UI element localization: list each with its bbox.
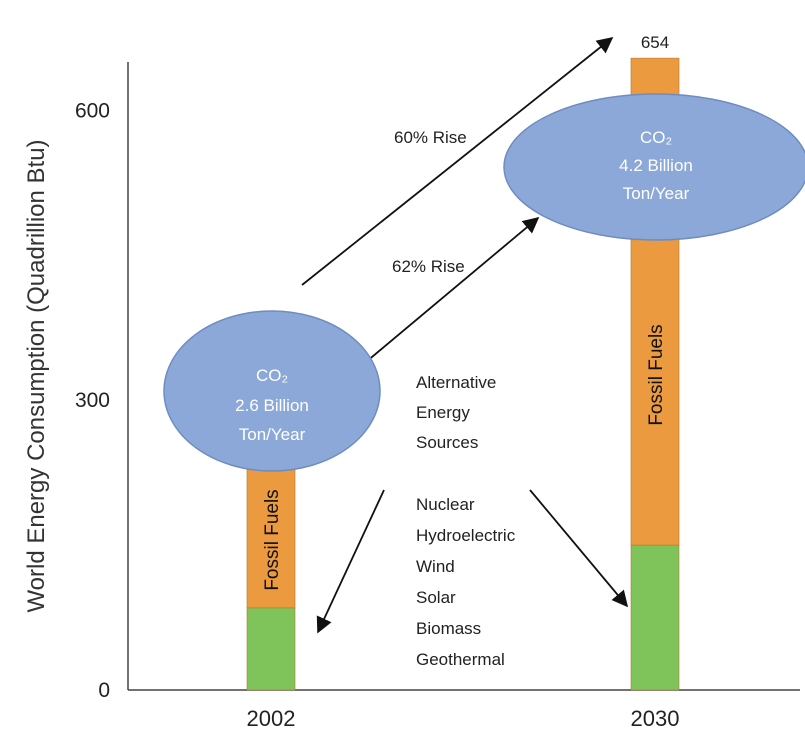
alt-label-line-2: Energy [416, 403, 470, 422]
rise-total-label: 60% Rise [394, 128, 467, 147]
co2-2002-title: CO₂ [256, 366, 288, 385]
y-tick-label: 0 [98, 679, 110, 702]
co2-ellipse-2030-shape [503, 93, 805, 241]
co2-2030-amount: 4.2 Billion [619, 156, 693, 175]
y-ticks: 0 300 600 [75, 99, 110, 702]
co2-2030-unit: Ton/Year [623, 184, 690, 203]
bar-label-fossil-2030: Fossil Fuels [646, 324, 667, 425]
rise-arrow-total [301, 36, 614, 286]
y-tick-label: 300 [75, 389, 110, 412]
co2-2002-unit: Ton/Year [239, 425, 306, 444]
bar-total-2030: 654 [641, 33, 669, 52]
co2-ellipse-2030: CO₂ 4.2 Billion Ton/Year [503, 93, 805, 241]
co2-2030-title: CO₂ [640, 128, 672, 147]
bar-segment-alternative-2030 [630, 544, 680, 691]
bar-segment-alternative-2002 [246, 607, 296, 691]
x-tick-label: 2002 [247, 706, 296, 731]
co2-ellipse-2002: CO₂ 2.6 Billion Ton/Year [163, 310, 381, 472]
source-wind: Wind [416, 557, 455, 576]
alt-label-line-1: Alternative [416, 373, 496, 392]
category-labels: 2002 2030 [247, 706, 680, 731]
alt-arrow-2002 [316, 489, 385, 634]
x-tick-label: 2030 [631, 706, 680, 731]
y-tick-label: 600 [75, 99, 110, 122]
alt-arrow-2030 [529, 489, 629, 608]
source-solar: Solar [416, 588, 456, 607]
source-geothermal: Geothermal [416, 650, 505, 669]
co2-2002-amount: 2.6 Billion [235, 396, 309, 415]
co2-ellipse-2002-shape [163, 310, 381, 472]
alt-label-line-3: Sources [416, 433, 478, 452]
y-axis-label: World Energy Consumption (Quadrillion Bt… [23, 139, 50, 612]
rise-arrow-co2 [365, 216, 540, 363]
source-hydroelectric: Hydroelectric [416, 526, 516, 545]
bar-label-fossil-2002: Fossil Fuels [262, 489, 283, 590]
source-biomass: Biomass [416, 619, 481, 638]
source-nuclear: Nuclear [416, 495, 475, 514]
rise-co2-label: 62% Rise [392, 257, 465, 276]
